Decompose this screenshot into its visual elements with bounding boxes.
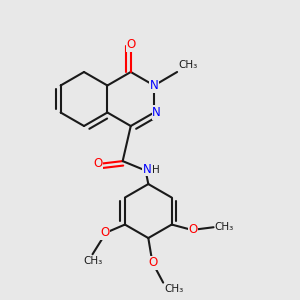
Text: O: O [148, 256, 158, 269]
Text: CH₃: CH₃ [165, 284, 184, 294]
Text: CH₃: CH₃ [178, 61, 198, 70]
Text: N: N [150, 79, 158, 92]
Text: N: N [152, 106, 161, 119]
Text: O: O [188, 224, 198, 236]
Text: H: H [152, 165, 160, 175]
Text: O: O [100, 226, 110, 239]
Text: O: O [94, 157, 103, 170]
Text: O: O [126, 38, 135, 51]
Text: CH₃: CH₃ [83, 256, 102, 266]
Text: N: N [143, 163, 152, 176]
Text: CH₃: CH₃ [215, 222, 234, 232]
